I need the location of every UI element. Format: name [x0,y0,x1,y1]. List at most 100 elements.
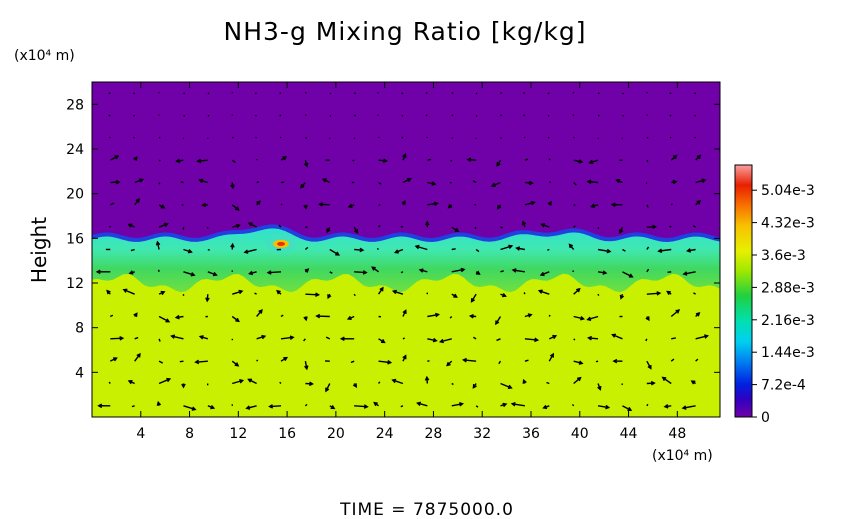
wind-vector [134,352,141,362]
wind-vector [496,338,501,342]
wind-vector [109,155,120,161]
wind-vector [391,289,404,295]
wind-vector [97,403,111,409]
wind-vector [568,243,575,250]
wind-vector [427,337,438,343]
wind-vector [158,360,164,364]
wind-vector [329,405,336,410]
wind-vector [572,91,575,94]
wind-vector [329,271,333,274]
wind-vector [393,248,404,254]
wind-vector [232,289,244,295]
wind-vector [547,248,550,251]
wind-vector [690,380,696,385]
layer-boundary [92,224,720,243]
wind-vector [474,226,477,230]
wind-vector [451,382,454,386]
wind-vector [158,315,171,323]
wind-vector [304,361,309,371]
wind-vector [500,402,508,408]
wind-vector [515,246,526,251]
colorbar-tick-label: 2.16e-3 [761,313,815,329]
wind-vector [524,180,534,186]
x-tick-label: 44 [620,426,638,442]
wind-vector [695,358,699,362]
wind-vector [500,292,507,298]
wind-vector [646,268,650,273]
x-tick-label: 16 [278,426,296,442]
wind-vector [329,248,340,256]
wind-vector [325,383,331,393]
wind-vector [587,335,599,341]
wind-vector [280,314,284,318]
wind-vector [276,289,282,295]
colorbar-tick-label: 0 [761,410,770,426]
wind-vector [174,314,184,320]
wind-vector [573,360,584,365]
wind-vector [621,383,624,386]
wind-vector [133,155,138,161]
wind-vector [377,91,379,94]
x-tick-label: 20 [327,426,345,442]
plot-frame [91,81,721,418]
wind-vector [424,375,430,384]
wind-vector [612,358,623,364]
wind-vector [304,114,307,117]
wind-vector [231,159,236,163]
wind-vector [588,159,599,165]
wind-vector [317,202,330,207]
wind-vector [402,153,407,161]
wind-vector [427,158,432,161]
wind-vector [371,266,379,273]
wind-vector [424,220,430,228]
x-axis: 4 8 12 16 20 24 28 32 36 40 44 48 [136,82,686,442]
wind-vector [256,200,261,206]
wind-vector [597,404,611,410]
wind-vector [468,313,477,319]
wind-vector [181,383,186,389]
wind-vector [693,292,696,295]
wind-vector [266,270,282,275]
wind-vector [670,309,681,318]
wind-vector [472,180,477,184]
wind-vector [304,246,309,251]
wind-vector [305,292,321,297]
y-axis: 4 8 12 16 20 24 28 [66,97,720,381]
wind-vector [522,378,527,384]
wind-vector [256,309,263,317]
wind-vector [572,114,575,116]
colorbar-ticks: 0 7.2e-4 1.44e-3 2.16e-3 2.88e-3 3.6e-3 4.32e-… [752,183,815,426]
wind-vector [670,203,673,206]
wind-vector [133,312,138,318]
wind-vector [315,313,330,319]
wind-vector [329,92,332,95]
wind-vector [158,204,166,209]
wind-vector [230,242,235,250]
wind-vector [619,226,624,235]
wind-vector [155,240,161,250]
wind-vector [475,248,480,253]
wind-vector [326,226,331,234]
wind-vector [134,178,144,184]
wind-vector [158,377,172,385]
wind-vector [205,294,210,303]
wind-vector [573,159,584,164]
wind-vector [446,360,453,367]
time-label: TIME = 7875000.0 [339,500,514,519]
wind-vector [573,338,576,341]
wind-vector [694,136,696,139]
x-tick-label: 36 [522,426,540,442]
wind-vector [495,316,502,326]
wind-vector [686,248,696,253]
wind-vector [255,136,257,139]
wind-vector [378,338,386,344]
wind-vector [110,336,125,341]
wind-vector [109,202,115,206]
wind-vector [611,333,623,340]
wind-vector [175,158,184,164]
wind-vector [670,154,678,161]
wind-vector [400,271,404,274]
wind-vector [610,202,623,207]
wind-vector [278,224,282,228]
wind-vector [524,359,529,362]
